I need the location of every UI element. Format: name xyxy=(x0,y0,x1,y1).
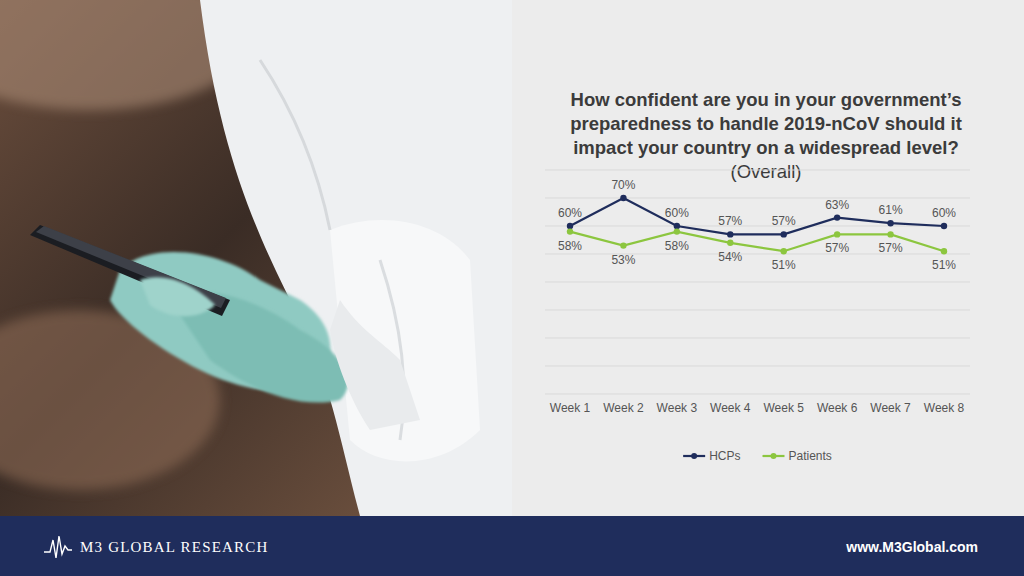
x-tick-label: Week 8 xyxy=(924,401,965,415)
data-label: 58% xyxy=(558,239,582,253)
series-marker xyxy=(567,228,573,234)
data-marks xyxy=(567,195,947,255)
cuff xyxy=(330,300,420,430)
data-label: 53% xyxy=(611,253,635,267)
panel-background xyxy=(512,0,1024,516)
data-labels: 60% 70% 60% 57% 57% 63% 61% 60% 58% 53% 58% 54% 51% 5… xyxy=(558,178,956,272)
suit xyxy=(200,0,512,516)
photo xyxy=(0,0,512,516)
legend-marker xyxy=(770,453,776,459)
grid-line xyxy=(545,170,970,171)
grid xyxy=(545,170,970,394)
legend-item: Patients xyxy=(762,449,831,463)
data-label: 51% xyxy=(932,258,956,272)
series-marker xyxy=(834,231,840,237)
phone xyxy=(30,225,230,316)
legend-item: HCPs xyxy=(683,449,740,463)
title: How confident are you in your government… xyxy=(570,89,962,182)
x-tick-label: Week 7 xyxy=(870,401,911,415)
series-marker xyxy=(887,231,893,237)
footer-background xyxy=(0,516,1024,576)
data-label: 58% xyxy=(665,239,689,253)
series-marker xyxy=(834,214,840,220)
title-text: How confident are you in your government… xyxy=(571,89,962,110)
series-line xyxy=(570,198,944,234)
legend-label: Patients xyxy=(788,449,831,463)
data-label: 54% xyxy=(718,250,742,264)
grid-line xyxy=(545,310,970,311)
grid-line xyxy=(545,198,970,199)
x-tick-label: Week 2 xyxy=(603,401,644,415)
data-label: 57% xyxy=(879,241,903,255)
grid-line xyxy=(545,226,970,227)
x-tick-label: Week 6 xyxy=(817,401,858,415)
x-axis-labels: Week 1 Week 2 Week 3 Week 4 Week 5 Week 6 Week… xyxy=(550,401,965,415)
x-tick-label: Week 1 xyxy=(550,401,591,415)
series-marker xyxy=(941,223,947,229)
data-label: 60% xyxy=(665,206,689,220)
footer-url: www.M3Global.com xyxy=(845,539,978,555)
sleeve xyxy=(330,220,480,461)
legend: HCPs Patients xyxy=(683,449,832,463)
data-label: 60% xyxy=(558,206,582,220)
x-tick-label: Week 5 xyxy=(763,401,804,415)
data-label: 70% xyxy=(611,178,635,192)
data-label: 57% xyxy=(825,241,849,255)
title-line: (Overall) xyxy=(731,161,802,182)
grid-line xyxy=(545,366,970,367)
title-line: impact your country on a widespread leve… xyxy=(573,137,959,158)
series-marker xyxy=(674,228,680,234)
suit-fold xyxy=(260,60,330,230)
footer-brand: M3 GLOBAL RESEARCH xyxy=(80,539,269,555)
legend-label: HCPs xyxy=(709,449,740,463)
data-label: 51% xyxy=(772,258,796,272)
data-label: 60% xyxy=(932,206,956,220)
x-tick-label: Week 3 xyxy=(657,401,698,415)
data-label: 57% xyxy=(718,214,742,228)
grid-line xyxy=(545,282,970,283)
grid-line xyxy=(545,338,970,339)
data-label: 61% xyxy=(879,203,903,217)
page: M3 GLOBAL RESEARCH www.M3Global.com How co… xyxy=(0,0,1024,576)
title-text: impact your country on a widespread leve… xyxy=(573,137,959,158)
series-marker xyxy=(727,231,733,237)
series-marker xyxy=(887,220,893,226)
grid-line xyxy=(545,394,970,395)
series-marker xyxy=(674,223,680,229)
grid-line xyxy=(545,254,970,255)
legend-marker xyxy=(691,453,697,459)
data-label: 57% xyxy=(772,214,796,228)
logo-mark xyxy=(44,536,72,558)
series-marker xyxy=(620,195,626,201)
subtitle-text: (Overall) xyxy=(731,161,802,182)
series-marker xyxy=(781,248,787,254)
series-marker xyxy=(727,240,733,246)
title-line: How confident are you in your government… xyxy=(571,89,962,110)
series-marker xyxy=(620,242,626,248)
series-marker xyxy=(941,248,947,254)
series-marker xyxy=(567,223,573,229)
title-line: preparedness to handle 2019-nCoV should … xyxy=(570,113,962,134)
series-marker xyxy=(781,231,787,237)
data-label: 63% xyxy=(825,198,849,212)
x-tick-label: Week 4 xyxy=(710,401,751,415)
title-text: preparedness to handle 2019-nCoV should … xyxy=(570,113,962,134)
thumb xyxy=(140,277,215,316)
